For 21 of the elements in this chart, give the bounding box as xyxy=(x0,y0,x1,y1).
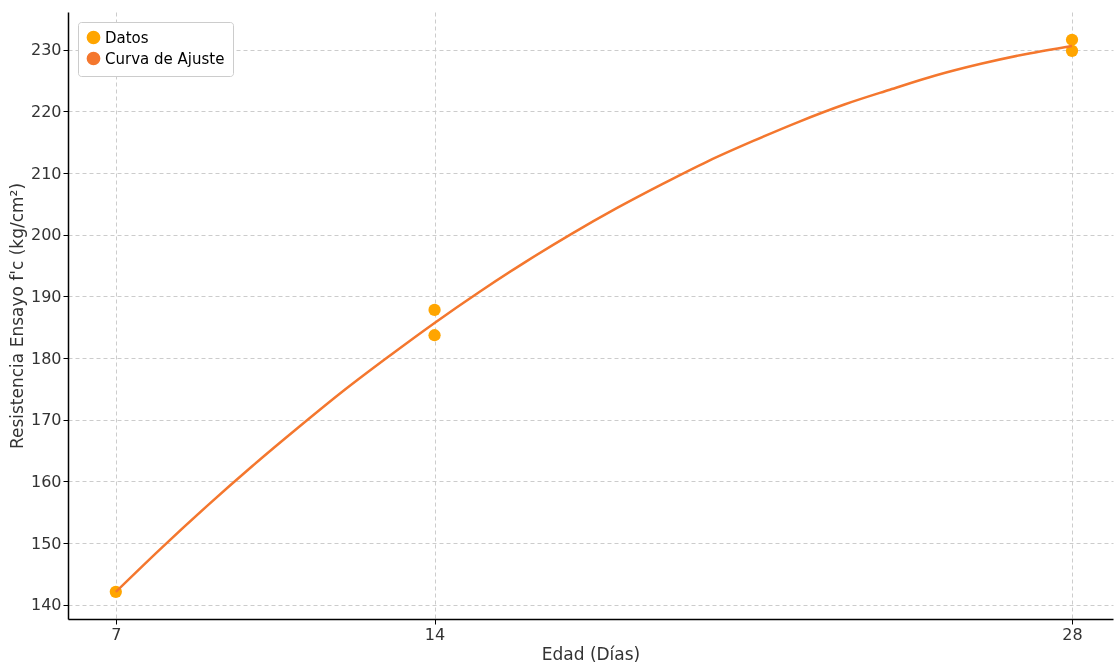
y-tick-label: 170 xyxy=(30,410,62,430)
x-tick-label: 14 xyxy=(424,624,446,644)
y-tick-label: 220 xyxy=(30,101,62,121)
y-tick-label: 210 xyxy=(30,163,62,183)
y-tick-label: 190 xyxy=(30,286,62,306)
x-axis-title: Edad (Días) xyxy=(541,643,641,664)
point xyxy=(1065,44,1079,57)
y-tick-label: 230 xyxy=(30,40,62,60)
y-axis-title: Resistencia Ensayo f'c (kg/cm²) xyxy=(6,182,27,450)
y-tick-label: 200 xyxy=(30,225,62,245)
legend-label: Curva de Ajuste xyxy=(105,49,225,68)
y-tick-label: 180 xyxy=(30,348,62,368)
point xyxy=(428,329,441,342)
y-tick-label: 140 xyxy=(30,595,62,615)
legend-label: Datos xyxy=(105,28,149,47)
y-tick-label: 160 xyxy=(30,471,62,491)
point xyxy=(428,303,441,317)
x-tick-label: 28 xyxy=(1062,624,1083,644)
point xyxy=(1065,33,1079,46)
y-tick-label: 150 xyxy=(30,533,62,553)
x-tick-label: 7 xyxy=(111,624,122,644)
